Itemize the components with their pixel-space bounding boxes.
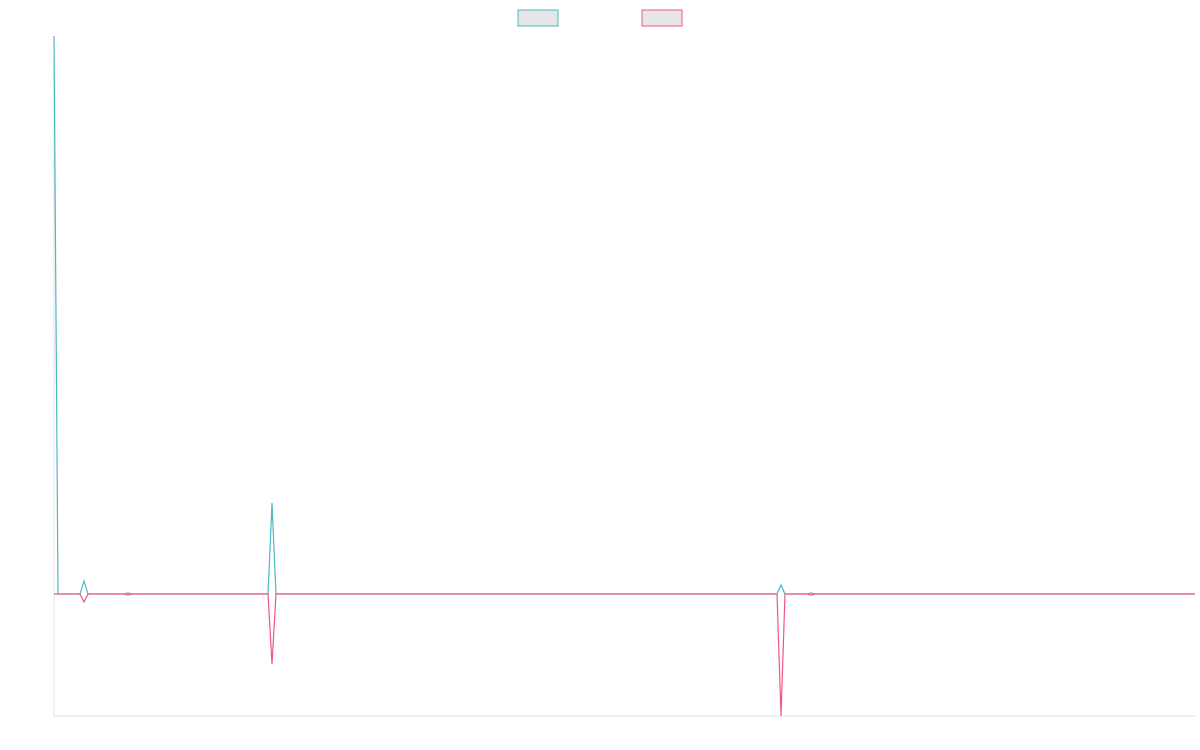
line-series (54, 593, 1195, 717)
legend-swatch (517, 9, 559, 27)
line-series (53, 35, 1195, 595)
legend-swatch (641, 9, 683, 27)
